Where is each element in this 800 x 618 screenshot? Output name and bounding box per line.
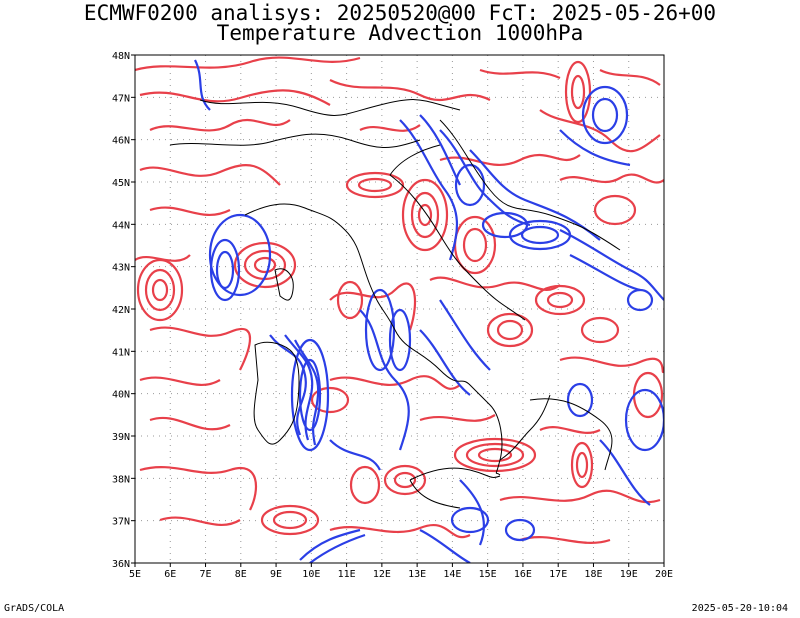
tick-label-lat: 37N <box>112 517 130 528</box>
tick-label-lon: 11E <box>338 569 356 580</box>
tick-label-lon: 6E <box>164 569 176 580</box>
tick-label-lat: 40N <box>112 390 130 401</box>
map-title-line1: ECMWF0200 analisys: 20250520@00 FcT: 202… <box>83 1 717 25</box>
coastlines-borders <box>169 99 621 509</box>
tick-label-lat: 44N <box>112 220 130 231</box>
tick-label-lat: 46N <box>112 136 130 147</box>
tick-label-lon: 7E <box>200 569 212 580</box>
tick-label-lat: 48N <box>112 51 130 62</box>
tick-label-lon: 20E <box>655 569 673 580</box>
longitude-tick-labels: 5E 6E 7E 8E 9E 10E 11E 12E 13E 14E 15E 16E 17E 18E 19E… <box>129 563 673 580</box>
tick-label-lat: 41N <box>112 347 130 358</box>
tick-label-lat: 39N <box>112 432 130 443</box>
tick-label-lon: 19E <box>620 569 638 580</box>
tick-label-lon: 8E <box>235 569 247 580</box>
tick-label-lon: 15E <box>479 569 497 580</box>
tick-label-lon: 17E <box>549 569 567 580</box>
map-title-line2: Temperature Advection 1000hPa <box>216 21 584 45</box>
tick-label-lat: 38N <box>112 474 130 485</box>
tick-label-lon: 9E <box>270 569 282 580</box>
tick-label-lon: 13E <box>408 569 426 580</box>
tick-label-lat: 43N <box>112 263 130 274</box>
tick-label-lat: 47N <box>112 93 130 104</box>
tick-label-lon: 12E <box>373 569 391 580</box>
tick-label-lon: 5E <box>129 569 141 580</box>
tick-label-lon: 10E <box>302 569 320 580</box>
tick-label-lat: 42N <box>112 305 130 316</box>
tick-label-lon: 18E <box>584 569 602 580</box>
cold-advection-contours <box>194 59 664 563</box>
tick-label-lon: 14E <box>443 569 461 580</box>
footer-credit: GrADS/COLA <box>4 603 65 614</box>
warm-advection-contours <box>135 56 664 544</box>
latitude-tick-labels: 36N 37N 38N 39N 40N 41N 42N 43N 44N 45N 46N 47N 48N <box>112 51 135 570</box>
footer-timestamp: 2025-05-20-10:04 <box>691 603 788 614</box>
tick-label-lat: 36N <box>112 559 130 570</box>
tick-label-lon: 16E <box>514 569 532 580</box>
tick-label-lat: 45N <box>112 178 130 189</box>
